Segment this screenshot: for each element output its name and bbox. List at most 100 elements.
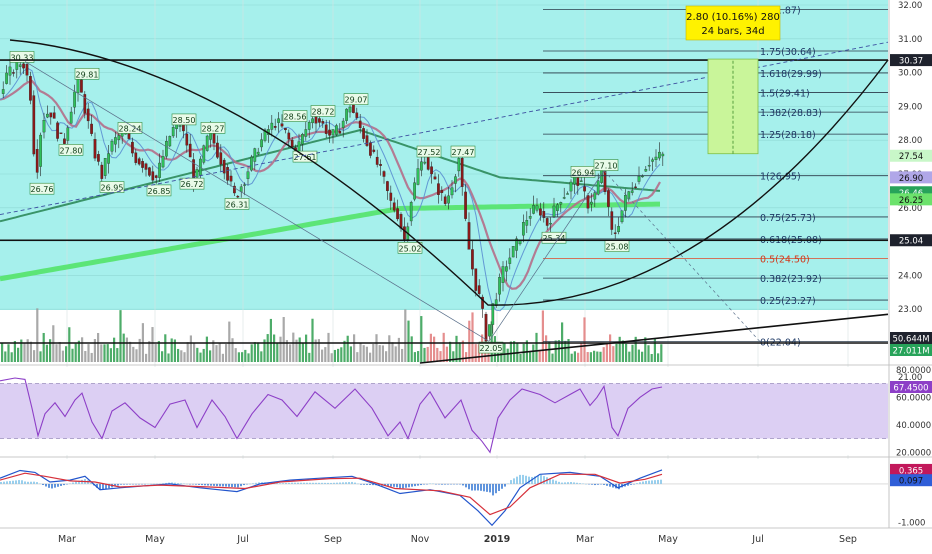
candle-body: [114, 137, 117, 145]
projection-label-box: [685, 5, 781, 41]
macd-histogram-bar: [42, 483, 44, 486]
macd-histogram-bar: [645, 480, 647, 484]
price-label-text: 27.47: [452, 148, 475, 157]
volume-bar: [298, 337, 301, 362]
macd-histogram-bar: [363, 483, 365, 485]
macd-histogram-bar: [30, 481, 32, 484]
candle-body: [409, 202, 413, 222]
candle-body: [59, 132, 63, 134]
volume-bar: [404, 309, 407, 362]
candle-body: [253, 148, 257, 162]
macd-histogram-bar: [636, 483, 638, 484]
price-label-box: [478, 341, 504, 354]
volume-bar: [39, 351, 42, 362]
candle-body: [141, 161, 144, 168]
price-label-text: 25.08: [606, 243, 629, 252]
candle-body: [647, 165, 651, 167]
macd-histogram-bar: [291, 482, 293, 484]
volume-bar: [196, 347, 199, 362]
candle-body: [450, 187, 454, 196]
volume-bar: [410, 336, 413, 362]
price-axis-badge-box: [890, 193, 932, 206]
candle-body: [256, 151, 260, 155]
candle-body: [103, 158, 107, 176]
candle-body: [144, 163, 148, 170]
candle-body: [188, 143, 192, 158]
price-label-box: [146, 184, 172, 197]
volume-bar: [282, 317, 285, 362]
volume-bar: [253, 342, 256, 362]
volume-bar: [567, 339, 570, 362]
trendline-projection: [603, 170, 761, 342]
volume-bar: [58, 341, 61, 362]
macd-histogram-bar: [630, 483, 632, 485]
price-label-text: 26.31: [226, 200, 249, 209]
macd-histogram-bar: [54, 483, 56, 488]
macd-histogram-bar: [432, 483, 434, 485]
candle-body: [83, 94, 87, 114]
volume-bar: [330, 353, 333, 362]
candle-body: [634, 186, 637, 188]
macd-histogram-bar: [48, 483, 50, 488]
macd-histogram-bar: [390, 483, 392, 487]
rsi-axis-tick: 20.0000: [896, 448, 931, 458]
candle-body: [583, 186, 586, 192]
projection-label: 2.80 (10.16%) 280: [686, 12, 780, 23]
candle-body: [566, 193, 569, 195]
volume-bar: [468, 320, 471, 362]
candle-body: [535, 205, 539, 211]
macd-signal-line: [0, 472, 663, 516]
macd-histogram-bar: [465, 483, 467, 488]
volume-bar: [353, 334, 356, 362]
volume-bar: [100, 344, 103, 362]
volume-bar: [429, 333, 432, 362]
time-axis-tick: Nov: [411, 534, 430, 545]
volume-bar: [529, 352, 532, 362]
candle-body: [100, 164, 104, 179]
trendline-low-to-high: [488, 170, 605, 342]
macd-histogram-bar: [15, 480, 17, 484]
macd-histogram-bar: [165, 482, 167, 484]
volume-bar: [519, 353, 522, 362]
macd-histogram-bar: [96, 483, 98, 488]
volume-bar: [314, 339, 317, 362]
price-label-box: [450, 145, 476, 158]
price-label-text: 29.07: [345, 96, 368, 105]
candle-body: [661, 153, 665, 157]
volume-bar: [10, 352, 13, 362]
price-axis-background: [889, 0, 932, 550]
macd-histogram-bar: [450, 483, 452, 485]
macd-histogram-bar: [102, 483, 104, 490]
macd-histogram-bar: [633, 483, 635, 485]
volume-bar: [247, 353, 250, 362]
volume-bar: [449, 341, 452, 362]
volume-bar: [157, 341, 160, 362]
candle-body: [464, 191, 467, 219]
volume-bar: [615, 343, 618, 362]
price-label-box: [117, 122, 143, 134]
price-label-box: [179, 177, 205, 190]
volume-bar: [337, 348, 340, 362]
volume-bar: [81, 337, 84, 362]
volume-bar: [391, 342, 394, 362]
candle-body: [437, 183, 440, 195]
macd-histogram-bar: [36, 482, 38, 484]
candle-body: [358, 120, 362, 129]
macd-histogram-bar: [90, 482, 92, 484]
candle-body: [369, 142, 372, 156]
volume-bar: [61, 350, 64, 362]
volume-bar: [554, 340, 557, 362]
macd-histogram-bar: [651, 480, 653, 484]
macd-histogram-bar: [474, 483, 476, 491]
candle-body: [624, 194, 627, 211]
candle-body: [229, 175, 233, 182]
candle-body: [42, 120, 46, 133]
candle-body: [532, 205, 535, 214]
volume-bar: [631, 344, 634, 362]
candle-body: [556, 204, 559, 211]
candle-body: [586, 195, 590, 209]
volume-bar: [129, 341, 132, 362]
volume-bar: [23, 343, 26, 362]
